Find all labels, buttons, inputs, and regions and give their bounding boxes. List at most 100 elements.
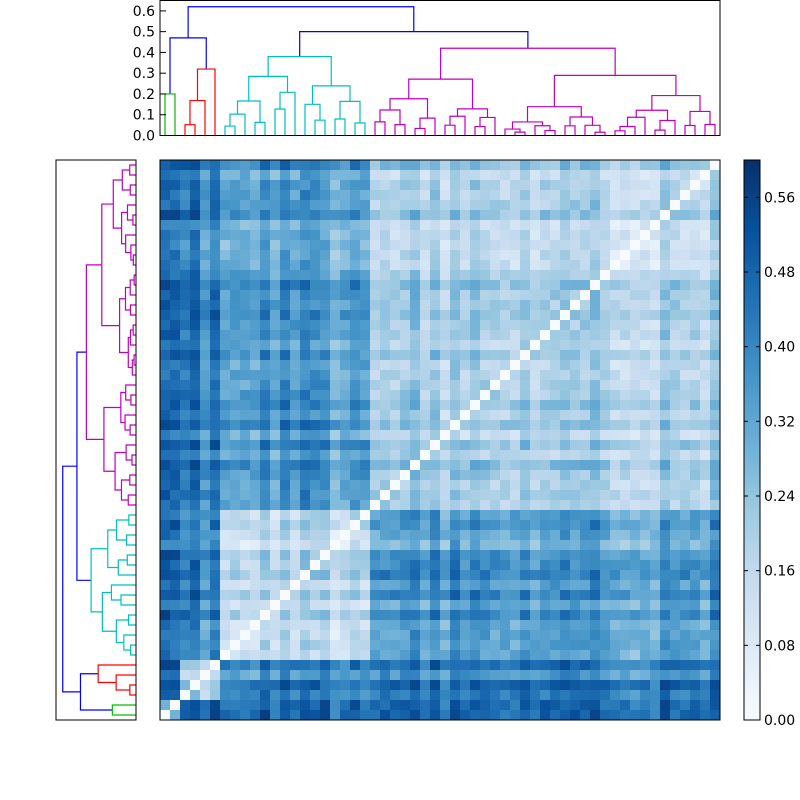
heatmap-cell <box>640 170 651 181</box>
heatmap-cell <box>230 340 241 351</box>
heatmap-cell <box>370 480 381 491</box>
heatmap-cell <box>630 210 641 221</box>
heatmap-cell <box>640 670 651 681</box>
heatmap-cell <box>230 660 241 671</box>
heatmap-cell <box>180 700 191 711</box>
heatmap-cell <box>250 200 261 211</box>
heatmap-cell <box>340 600 351 611</box>
heatmap-cell <box>460 280 471 291</box>
heatmap-cell <box>480 630 491 641</box>
heatmap-cell <box>620 160 631 171</box>
heatmap-cell <box>200 160 211 171</box>
heatmap-cell <box>360 470 371 481</box>
heatmap-cell <box>210 250 221 261</box>
heatmap-cell <box>500 260 511 271</box>
heatmap-cell <box>390 450 401 461</box>
heatmap-cell <box>520 350 531 361</box>
heatmap-cell <box>230 210 241 221</box>
heatmap-cell <box>430 560 441 571</box>
heatmap-cell <box>200 230 211 241</box>
left-dendrogram-link <box>62 465 81 693</box>
heatmap-cell <box>340 450 351 461</box>
heatmap-cell <box>200 290 211 301</box>
heatmap-cell <box>430 400 441 411</box>
left-dendrogram-link <box>126 554 136 566</box>
heatmap-cell <box>570 680 581 691</box>
heatmap-cell <box>280 460 291 471</box>
heatmap-cell <box>670 460 681 471</box>
heatmap-cell <box>190 490 201 501</box>
heatmap-cell <box>440 690 451 701</box>
heatmap-cell <box>400 170 411 181</box>
heatmap-cell <box>500 180 511 191</box>
heatmap-cells <box>160 160 721 721</box>
heatmap-cell <box>180 250 191 261</box>
heatmap-cell <box>510 580 521 591</box>
heatmap-cell <box>180 160 191 171</box>
heatmap-cell <box>510 160 521 171</box>
heatmap-cell <box>340 430 351 441</box>
heatmap-cell <box>260 470 271 481</box>
heatmap-cell <box>490 660 501 671</box>
heatmap-cell <box>510 250 521 261</box>
heatmap-cell <box>580 270 591 281</box>
heatmap-cell <box>230 550 241 561</box>
heatmap-cell <box>490 350 501 361</box>
heatmap-cell <box>420 260 431 271</box>
heatmap-cell <box>680 550 691 561</box>
heatmap-cell <box>580 610 591 621</box>
heatmap-cell <box>590 590 601 601</box>
heatmap-cell <box>430 490 441 501</box>
heatmap-cell <box>530 590 541 601</box>
heatmap-cell <box>410 240 421 251</box>
top-dendrogram-link <box>534 125 551 136</box>
heatmap-cell <box>400 460 411 471</box>
heatmap-cell <box>630 700 641 711</box>
heatmap-cell <box>530 630 541 641</box>
heatmap-cell <box>490 420 501 431</box>
heatmap-cell <box>600 650 611 661</box>
heatmap-cell <box>220 370 231 381</box>
heatmap-cell <box>410 350 421 361</box>
heatmap-cell <box>230 700 241 711</box>
heatmap-cell <box>220 700 231 711</box>
heatmap-cell <box>600 250 611 261</box>
heatmap-cell <box>670 630 681 641</box>
heatmap-cell <box>200 340 211 351</box>
heatmap-cell <box>430 300 441 311</box>
left-dendrogram-link <box>97 664 136 684</box>
heatmap-cell <box>660 310 671 321</box>
left-dendrogram-link <box>115 674 136 691</box>
heatmap-cell <box>590 570 601 581</box>
heatmap-cell <box>180 430 191 441</box>
heatmap-cell <box>180 310 191 321</box>
heatmap-cell <box>710 290 721 301</box>
heatmap-cell <box>700 320 711 331</box>
heatmap-cell <box>160 220 171 231</box>
heatmap-cell <box>160 640 171 651</box>
heatmap-cell <box>540 570 551 581</box>
heatmap-cell <box>330 230 341 241</box>
heatmap-cell <box>380 370 391 381</box>
heatmap-cell <box>610 240 621 251</box>
heatmap-cell <box>640 310 651 321</box>
heatmap-cell <box>650 190 661 201</box>
heatmap-cell <box>320 370 331 381</box>
heatmap-cell <box>210 530 221 541</box>
heatmap-cell <box>610 380 621 391</box>
heatmap-cell <box>280 360 291 371</box>
heatmap-cell <box>280 410 291 421</box>
heatmap-cell <box>590 520 601 531</box>
heatmap-cell <box>530 520 541 531</box>
heatmap-cell <box>530 530 541 541</box>
heatmap-cell <box>350 650 361 661</box>
heatmap-cell <box>650 580 661 591</box>
heatmap-cell <box>270 250 281 261</box>
heatmap-cell <box>220 470 231 481</box>
heatmap-cell <box>630 160 641 171</box>
heatmap-cell <box>640 600 651 611</box>
heatmap-cell <box>230 460 241 471</box>
heatmap-cell <box>360 450 371 461</box>
heatmap-cell <box>260 400 271 411</box>
heatmap-cell <box>490 400 501 411</box>
